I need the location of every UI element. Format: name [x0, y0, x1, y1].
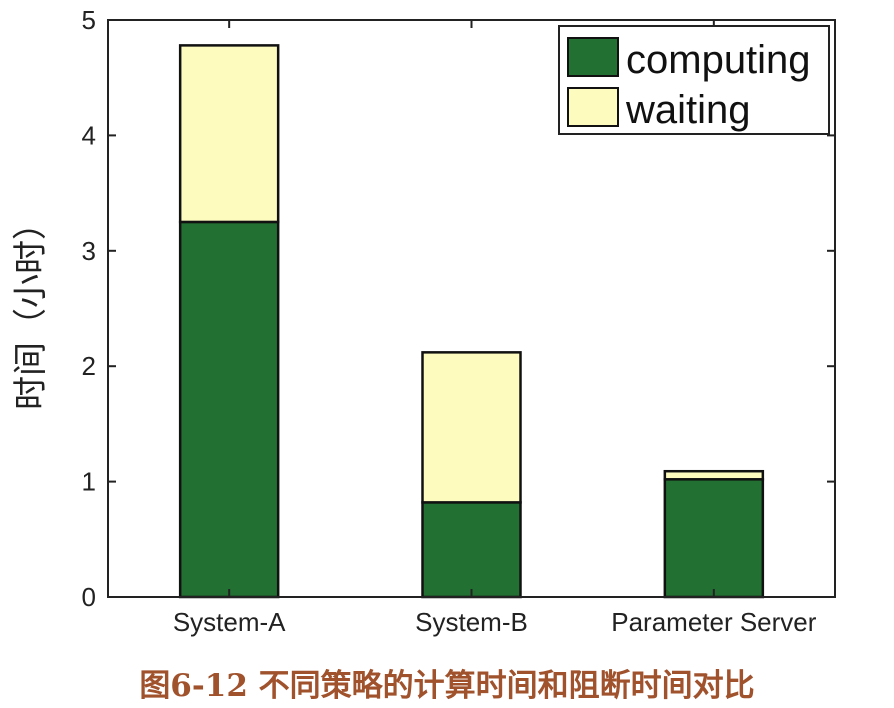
- legend-swatch-computing: [567, 37, 619, 77]
- bar-computing-2: [663, 478, 765, 599]
- x-axis: System-A System-B Parameter Server: [173, 20, 817, 637]
- bar-computing-1: [421, 501, 522, 599]
- legend: computing waiting: [558, 25, 830, 135]
- bar-waiting-1: [421, 351, 522, 504]
- legend-label-waiting: waiting: [625, 88, 751, 132]
- bar-waiting-2: [663, 469, 765, 481]
- y-tick-label: 5: [82, 5, 96, 35]
- bar-computing-0: [178, 220, 280, 599]
- y-axis: 0 1 2 3 4 5: [82, 5, 835, 612]
- y-tick-label: 2: [82, 351, 96, 381]
- x-tick-label: Parameter Server: [611, 607, 817, 637]
- legend-swatch-waiting: [567, 87, 619, 127]
- legend-label-computing: computing: [626, 38, 811, 82]
- y-axis-label: 时间（小时）: [11, 206, 51, 410]
- y-tick-label: 3: [82, 236, 96, 266]
- y-tick-label: 0: [82, 582, 96, 612]
- bar-waiting-0: [178, 44, 280, 224]
- figure-caption: 图6-12 不同策略的计算时间和阻断时间对比: [139, 668, 755, 704]
- y-tick-label: 4: [82, 120, 96, 150]
- x-tick-label: System-B: [415, 607, 528, 637]
- bars-group: [178, 44, 765, 599]
- x-tick-label: System-A: [173, 607, 286, 637]
- y-tick-label: 1: [82, 467, 96, 497]
